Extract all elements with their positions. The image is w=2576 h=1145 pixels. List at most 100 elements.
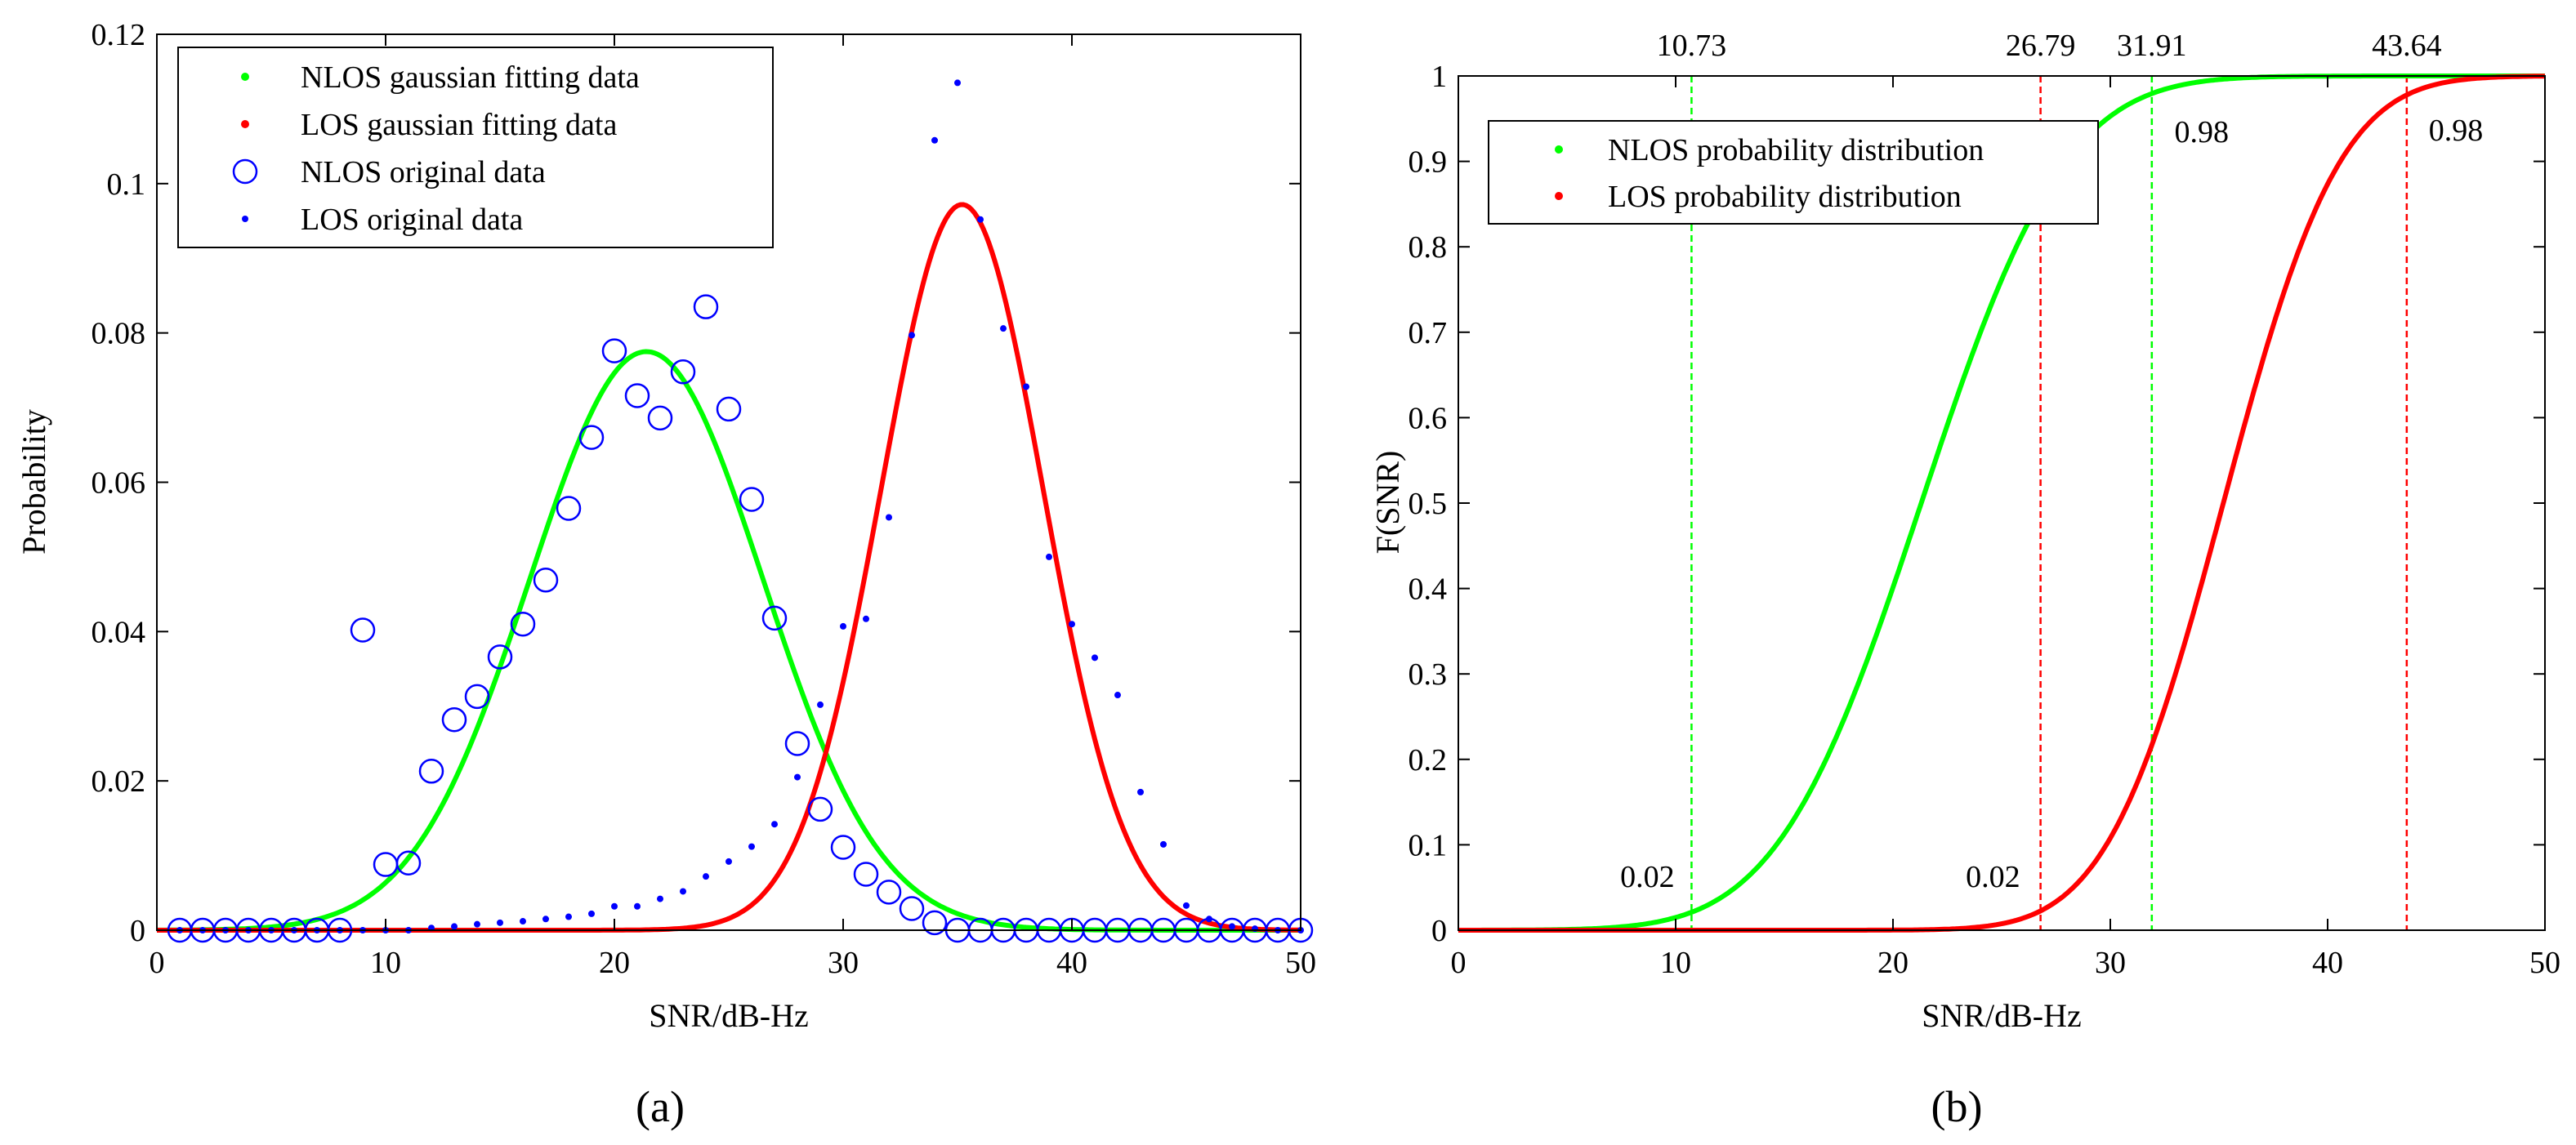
y-tick-label: 0.7 bbox=[1409, 316, 1448, 350]
los-original-point bbox=[1137, 788, 1144, 795]
y-tick-label: 0.5 bbox=[1409, 487, 1448, 521]
nlos-original-point bbox=[761, 605, 788, 631]
nlos-original-point bbox=[922, 910, 948, 936]
x-tick-label: 40 bbox=[1056, 946, 1087, 980]
los-original-point bbox=[1046, 553, 1052, 560]
x-tick-label: 10 bbox=[370, 946, 401, 980]
x-tick-label: 30 bbox=[2095, 946, 2126, 980]
nlos-original-point bbox=[693, 294, 719, 319]
nlos-original-point bbox=[601, 338, 627, 363]
los-original-point bbox=[725, 858, 732, 865]
panel-a-caption: (a) bbox=[636, 1082, 685, 1131]
nlos-original-point bbox=[899, 896, 925, 921]
legend-los-fit-marker bbox=[241, 120, 249, 128]
panel-b: 00.10.20.30.40.50.60.70.80.910 10 20 30 40 50… bbox=[1369, 29, 2560, 1131]
nlos-original-point bbox=[784, 731, 810, 756]
los-original-point bbox=[931, 136, 938, 144]
y-tick-label: 0.06 bbox=[92, 466, 146, 501]
los-original-point bbox=[886, 514, 892, 521]
y-tick-label: 0 bbox=[130, 914, 145, 948]
los-original-point bbox=[611, 902, 618, 910]
legend-los-fit-label: LOS gaussian fitting data bbox=[301, 108, 617, 142]
los-original-point bbox=[634, 902, 641, 910]
probability-annotation: 0.98 bbox=[2429, 114, 2484, 148]
nlos-original-point bbox=[716, 396, 742, 422]
reference-line-value-label: 43.64 bbox=[2372, 29, 2442, 63]
nlos-original-point bbox=[464, 684, 490, 710]
nlos-original-point bbox=[441, 706, 467, 733]
legend-los-cdf-marker bbox=[1555, 192, 1563, 200]
los-original-point bbox=[840, 622, 846, 630]
nlos-original-point bbox=[395, 850, 422, 875]
legend-nlos-original-marker bbox=[232, 158, 258, 185]
x-tick-label: 50 bbox=[1285, 946, 1316, 980]
nlos-original-point bbox=[739, 487, 765, 512]
legend-nlos-cdf-marker bbox=[1555, 145, 1563, 154]
nlos-original-point bbox=[624, 383, 650, 408]
x-tick-label: 20 bbox=[1877, 946, 1909, 980]
los-original-point bbox=[954, 79, 961, 87]
los-original-point bbox=[474, 920, 480, 928]
y-tick-label: 0.02 bbox=[92, 764, 146, 799]
los-original-point bbox=[1000, 325, 1007, 332]
los-original-point bbox=[657, 895, 663, 902]
panel-b-ticks: 00.10.20.30.40.50.60.70.80.910 10 20 30 40 50 bbox=[1409, 60, 2561, 980]
panel-b-legend-box bbox=[1488, 120, 2099, 225]
los-original-point bbox=[1069, 621, 1075, 628]
series-line-los-fit bbox=[157, 202, 1301, 933]
los-original-point bbox=[863, 615, 869, 622]
legend-nlos-fit-label: NLOS gaussian fitting data bbox=[301, 60, 640, 95]
legend-los-original-label: LOS original data bbox=[301, 203, 523, 237]
los-original-point bbox=[1114, 692, 1121, 699]
nlos-original-point bbox=[853, 862, 879, 887]
los-original-point bbox=[1229, 923, 1235, 930]
los-original-point bbox=[817, 701, 824, 708]
los-original-point bbox=[1206, 916, 1212, 923]
nlos-original-point bbox=[556, 496, 582, 521]
los-original-point bbox=[565, 913, 572, 920]
legend-nlos-fit-marker bbox=[241, 73, 249, 81]
los-original-point bbox=[1160, 840, 1167, 848]
los-original-point bbox=[1183, 902, 1190, 909]
nlos-original-point bbox=[647, 405, 673, 431]
probability-annotation: 0.98 bbox=[2174, 115, 2229, 149]
nlos-original-point bbox=[578, 425, 605, 450]
panel-b-yaxis-label: F(SNR) bbox=[1369, 451, 1406, 555]
panel-a-xaxis-label: SNR/dB-Hz bbox=[649, 997, 809, 1034]
nlos-original-point bbox=[418, 759, 444, 784]
y-tick-label: 0.1 bbox=[1409, 828, 1448, 862]
nlos-original-point bbox=[876, 880, 902, 905]
los-original-point bbox=[909, 332, 915, 339]
y-tick-label: 0.12 bbox=[92, 18, 146, 52]
los-original-point bbox=[1092, 654, 1098, 662]
panel-a-ticks: 0 0.02 0.04 0.06 0.08 0.1 0.12 0 10 20 30 40 50 bbox=[92, 18, 1317, 980]
los-original-point bbox=[680, 888, 686, 895]
y-tick-label: 0.6 bbox=[1409, 401, 1448, 435]
y-tick-label: 0.04 bbox=[92, 615, 146, 649]
los-original-point bbox=[748, 843, 755, 850]
y-tick-label: 0.9 bbox=[1409, 145, 1448, 180]
nlos-original-point bbox=[670, 359, 696, 385]
x-tick-label: 50 bbox=[2529, 946, 2560, 980]
nlos-original-point bbox=[487, 644, 513, 670]
panel-a-legend: NLOS gaussian fitting data LOS gaussian … bbox=[177, 47, 774, 248]
panel-b-xaxis-label: SNR/dB-Hz bbox=[1922, 997, 2082, 1034]
nlos-original-point bbox=[807, 796, 833, 822]
y-tick-label: 1 bbox=[1431, 60, 1447, 94]
panel-a-legend-box bbox=[177, 47, 774, 248]
los-original-point bbox=[771, 821, 778, 828]
y-tick-label: 0 bbox=[1431, 914, 1447, 948]
los-original-point bbox=[794, 773, 801, 781]
y-tick-label: 0.8 bbox=[1409, 230, 1448, 265]
x-tick-label: 30 bbox=[828, 946, 859, 980]
reference-line-value-label: 26.79 bbox=[2006, 29, 2076, 63]
y-tick-label: 0.4 bbox=[1409, 572, 1448, 607]
probability-annotation: 0.02 bbox=[1966, 860, 2020, 894]
los-original-point bbox=[451, 923, 458, 930]
panel-b-caption: (b) bbox=[1931, 1082, 1983, 1131]
y-tick-label: 0.3 bbox=[1409, 657, 1448, 692]
y-tick-label: 0.1 bbox=[107, 167, 146, 202]
reference-line-value-label: 10.73 bbox=[1657, 29, 1727, 63]
y-tick-label: 0.2 bbox=[1409, 743, 1448, 777]
los-original-point bbox=[588, 910, 595, 917]
